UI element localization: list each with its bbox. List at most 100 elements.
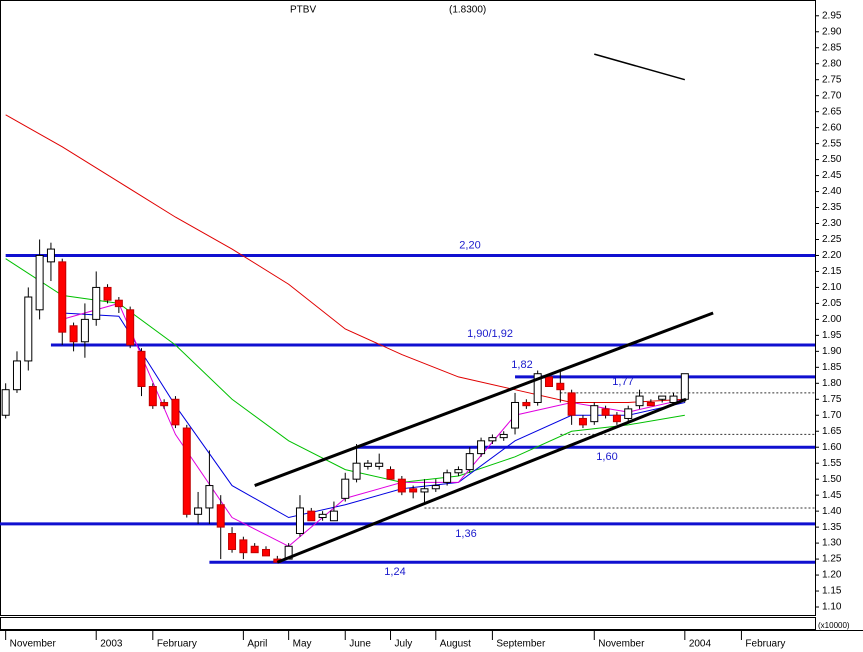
y-tick-label: 1.50 xyxy=(822,474,842,485)
x-tick-label: February xyxy=(745,639,785,650)
candle-body xyxy=(239,539,248,554)
y-tick-label: 1.10 xyxy=(822,602,842,613)
y-tick-label: 1.95 xyxy=(822,330,842,341)
candle-body xyxy=(352,462,361,480)
y-tick-label: 1.15 xyxy=(822,586,842,597)
candle-body xyxy=(341,478,350,499)
y-tick-label: 1.80 xyxy=(822,378,842,389)
candle-body xyxy=(126,309,135,346)
level-label: 1,82 xyxy=(511,359,532,371)
last-value: (1.8300) xyxy=(449,5,486,16)
y-tick-label: 2.50 xyxy=(822,154,842,165)
candle-body xyxy=(307,510,316,522)
candle-body xyxy=(58,261,67,333)
x-tick-label: June xyxy=(349,639,371,650)
y-tick-label: 1.65 xyxy=(822,426,842,437)
x-tick-label: November xyxy=(598,639,645,650)
candle-body xyxy=(488,437,497,442)
candle-body xyxy=(658,395,667,400)
candle-body xyxy=(578,417,587,426)
candle-body xyxy=(329,510,338,522)
level-label: 1,24 xyxy=(384,566,405,578)
y-tick-label: 2.65 xyxy=(822,106,842,117)
y-tick-label: 2.30 xyxy=(822,218,842,229)
level-label: 1,90/1,92 xyxy=(467,328,513,340)
candle-body xyxy=(567,392,576,416)
level-label: 2,20 xyxy=(459,239,480,251)
trend-line xyxy=(594,53,686,81)
candle-body xyxy=(409,488,418,493)
candle-body xyxy=(601,408,610,416)
y-tick-label: 1.20 xyxy=(822,570,842,581)
candle-body xyxy=(499,433,508,439)
candle-body xyxy=(92,286,101,320)
y-tick-label: 1.60 xyxy=(822,442,842,453)
candle-body xyxy=(646,401,655,407)
candle-body xyxy=(612,414,621,423)
trend-line xyxy=(254,311,714,487)
level-label: 1,60 xyxy=(596,451,617,463)
candle-body xyxy=(511,401,520,429)
candle-body xyxy=(103,286,112,301)
y-tick-label: 1.45 xyxy=(822,490,842,501)
candle-body xyxy=(375,462,384,467)
y-tick-label: 2.05 xyxy=(822,298,842,309)
candle-body xyxy=(420,488,429,493)
plot-frame xyxy=(0,0,816,616)
y-tick-label: 2.95 xyxy=(822,10,842,21)
y-tick-label: 2.35 xyxy=(822,202,842,213)
candle-body xyxy=(318,513,327,519)
y-tick-label: 2.80 xyxy=(822,58,842,69)
candle-body xyxy=(680,373,689,400)
candle-body xyxy=(216,504,225,528)
candle-body xyxy=(397,478,406,493)
candle-body xyxy=(522,401,531,407)
y-tick-label: 2.25 xyxy=(822,234,842,245)
candle-body xyxy=(477,440,486,455)
y-tick-label: 2.45 xyxy=(822,170,842,181)
candle-body xyxy=(431,485,440,490)
candle-body xyxy=(363,462,372,467)
candle-body xyxy=(114,299,123,308)
x-tick-label: September xyxy=(496,639,546,650)
candle-body xyxy=(262,548,271,557)
level-label: 1,36 xyxy=(455,528,476,540)
candle-body xyxy=(386,469,395,480)
y-tick-label: 2.00 xyxy=(822,314,842,325)
y-tick-label: 2.10 xyxy=(822,282,842,293)
y-tick-label: 1.25 xyxy=(822,554,842,565)
candle-body xyxy=(533,373,542,403)
moving-average xyxy=(62,312,685,519)
candle-body xyxy=(669,395,678,403)
y-tick-label: 2.85 xyxy=(822,42,842,53)
candle-body xyxy=(69,325,78,343)
candle-body xyxy=(1,389,10,416)
x-tick-label: February xyxy=(157,639,197,650)
candle-body xyxy=(80,318,89,343)
y-tick-label: 1.85 xyxy=(822,362,842,373)
candle-body xyxy=(556,382,565,391)
y-tick-label: 2.70 xyxy=(822,90,842,101)
candle-body xyxy=(46,248,55,263)
x-tick-label: July xyxy=(395,639,413,650)
candle-body xyxy=(12,360,21,391)
y-tick-label: 1.75 xyxy=(822,394,842,405)
candle-body xyxy=(205,485,214,509)
y-tick-label: 1.70 xyxy=(822,410,842,421)
candle-body xyxy=(465,453,474,471)
y-tick-label: 1.90 xyxy=(822,346,842,357)
trend-line xyxy=(276,397,687,564)
candle-body xyxy=(590,405,599,423)
candle-body xyxy=(624,408,633,419)
y-tick-label: 1.55 xyxy=(822,458,842,469)
y-tick-label: 2.55 xyxy=(822,138,842,149)
candle-body xyxy=(295,507,304,535)
y-tick-label: 1.30 xyxy=(822,538,842,549)
candle-body xyxy=(148,385,157,407)
y-tick-label: 1.40 xyxy=(822,506,842,517)
x-tick-label: May xyxy=(293,639,312,650)
candle-body xyxy=(194,507,203,515)
candle-body xyxy=(182,427,191,515)
candle-body xyxy=(171,398,180,426)
